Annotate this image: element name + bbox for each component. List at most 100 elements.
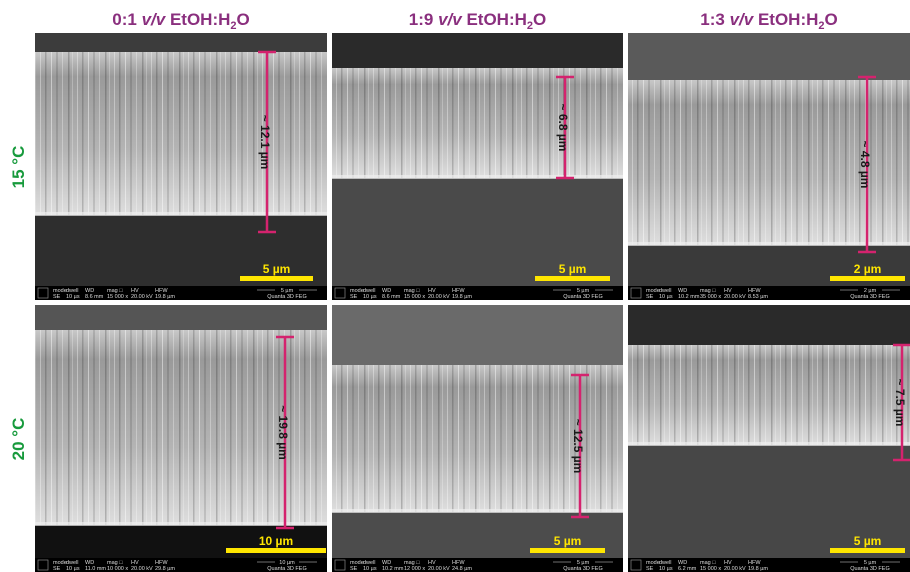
info-value: 10 µs [363, 294, 377, 300]
info-value: SE [350, 294, 358, 300]
info-value: 10.2 mm [678, 294, 700, 300]
info-header: WD [678, 288, 687, 294]
info-value: 20.00 kV [131, 294, 153, 300]
info-value: 20.00 kV [131, 566, 153, 572]
scale-bar [530, 548, 605, 553]
row-label: 20 °C [9, 418, 28, 461]
info-header: WD [85, 560, 94, 566]
info-value: 29.8 µm [155, 566, 175, 572]
info-header: mode [53, 560, 67, 566]
ratio: 0:1 [112, 10, 137, 29]
film-texture [35, 52, 327, 215]
interface-glow [628, 442, 910, 446]
ratio: 1:9 [409, 10, 434, 29]
scale-bar-label: 5 µm [559, 262, 587, 276]
instrument: Quanta 3D FEG [267, 566, 306, 572]
background-top [35, 33, 327, 52]
info-value: 8.6 mm [382, 294, 401, 300]
info-scale: 10 µm [279, 560, 295, 566]
info-value: 15 000 x [404, 294, 425, 300]
background-top [628, 305, 910, 345]
info-value: 20.00 kV [724, 566, 746, 572]
solvent: EtOH:H [170, 10, 230, 29]
info-bar [35, 286, 327, 300]
column-title: 1:9 v/v EtOH:H2O [409, 10, 547, 32]
info-header: HV [428, 288, 436, 294]
film-texture [332, 365, 623, 512]
background-top [332, 33, 623, 68]
scale-bar [226, 548, 326, 553]
info-value: SE [646, 566, 654, 572]
scale-bar-label: 2 µm [854, 262, 882, 276]
info-value: 24.8 µm [452, 566, 472, 572]
info-header: dwell [363, 288, 376, 294]
thickness-label: ~ 19.8 µm [276, 405, 290, 460]
info-header: HV [131, 288, 139, 294]
info-header: WD [382, 288, 391, 294]
info-bar [332, 558, 623, 572]
info-value: SE [646, 294, 654, 300]
info-value: SE [53, 566, 61, 572]
info-value: 12 000 x [404, 566, 425, 572]
info-value: 15 000 x [107, 294, 128, 300]
column-title: 0:1 v/v EtOH:H2O [112, 10, 250, 32]
info-value: 10 000 x [107, 566, 128, 572]
scale-bar-label: 5 µm [263, 262, 291, 276]
scale-bar [240, 276, 313, 281]
info-header: HV [724, 560, 732, 566]
row-label: 15 °C [9, 146, 28, 189]
info-header: mag □ [404, 560, 420, 566]
info-bar [35, 558, 327, 572]
substrate [332, 178, 623, 286]
interface-glow [332, 175, 623, 179]
film-texture [35, 330, 327, 525]
info-header: mode [646, 288, 660, 294]
info-header: HV [131, 560, 139, 566]
instrument: Quanta 3D FEG [267, 294, 306, 300]
substrate [35, 215, 327, 286]
info-value: SE [53, 294, 61, 300]
info-header: WD [85, 288, 94, 294]
thickness-label: ~ 7.5 µm [893, 379, 907, 427]
scale-bar [830, 276, 905, 281]
interface-glow [35, 522, 327, 526]
film-texture [628, 345, 910, 445]
info-value: 8.53 µm [748, 294, 768, 300]
info-value: 20.00 kV [724, 294, 746, 300]
info-scale: 5 µm [864, 560, 877, 566]
unit: v/v [142, 10, 167, 29]
info-header: HFW [748, 560, 761, 566]
info-value: 10 µs [659, 294, 673, 300]
info-header: mag □ [404, 288, 420, 294]
info-bar [628, 558, 910, 572]
film-texture [332, 68, 623, 178]
solvent-end: O [825, 10, 838, 29]
info-header: dwell [66, 560, 79, 566]
scale-bar-label: 5 µm [554, 534, 582, 548]
logo [334, 287, 346, 299]
subscript: 2 [818, 20, 824, 32]
info-bar [628, 286, 910, 300]
solvent-end: O [237, 10, 250, 29]
info-header: dwell [66, 288, 79, 294]
info-value: 10 µs [66, 294, 80, 300]
info-value: 35 000 x [700, 294, 721, 300]
info-value: 10 µs [66, 566, 80, 572]
unit: v/v [438, 10, 463, 29]
info-header: mag □ [107, 288, 123, 294]
info-header: WD [382, 560, 391, 566]
info-header: WD [678, 560, 687, 566]
instrument: Quanta 3D FEG [563, 566, 602, 572]
background-top [332, 305, 623, 365]
solvent-end: O [533, 10, 546, 29]
info-value: 8.6 mm [85, 294, 104, 300]
solvent: EtOH:H [758, 10, 818, 29]
scale-bar [535, 276, 610, 281]
interface-glow [628, 242, 910, 246]
info-header: HFW [452, 288, 465, 294]
info-value: 19.8 µm [748, 566, 768, 572]
